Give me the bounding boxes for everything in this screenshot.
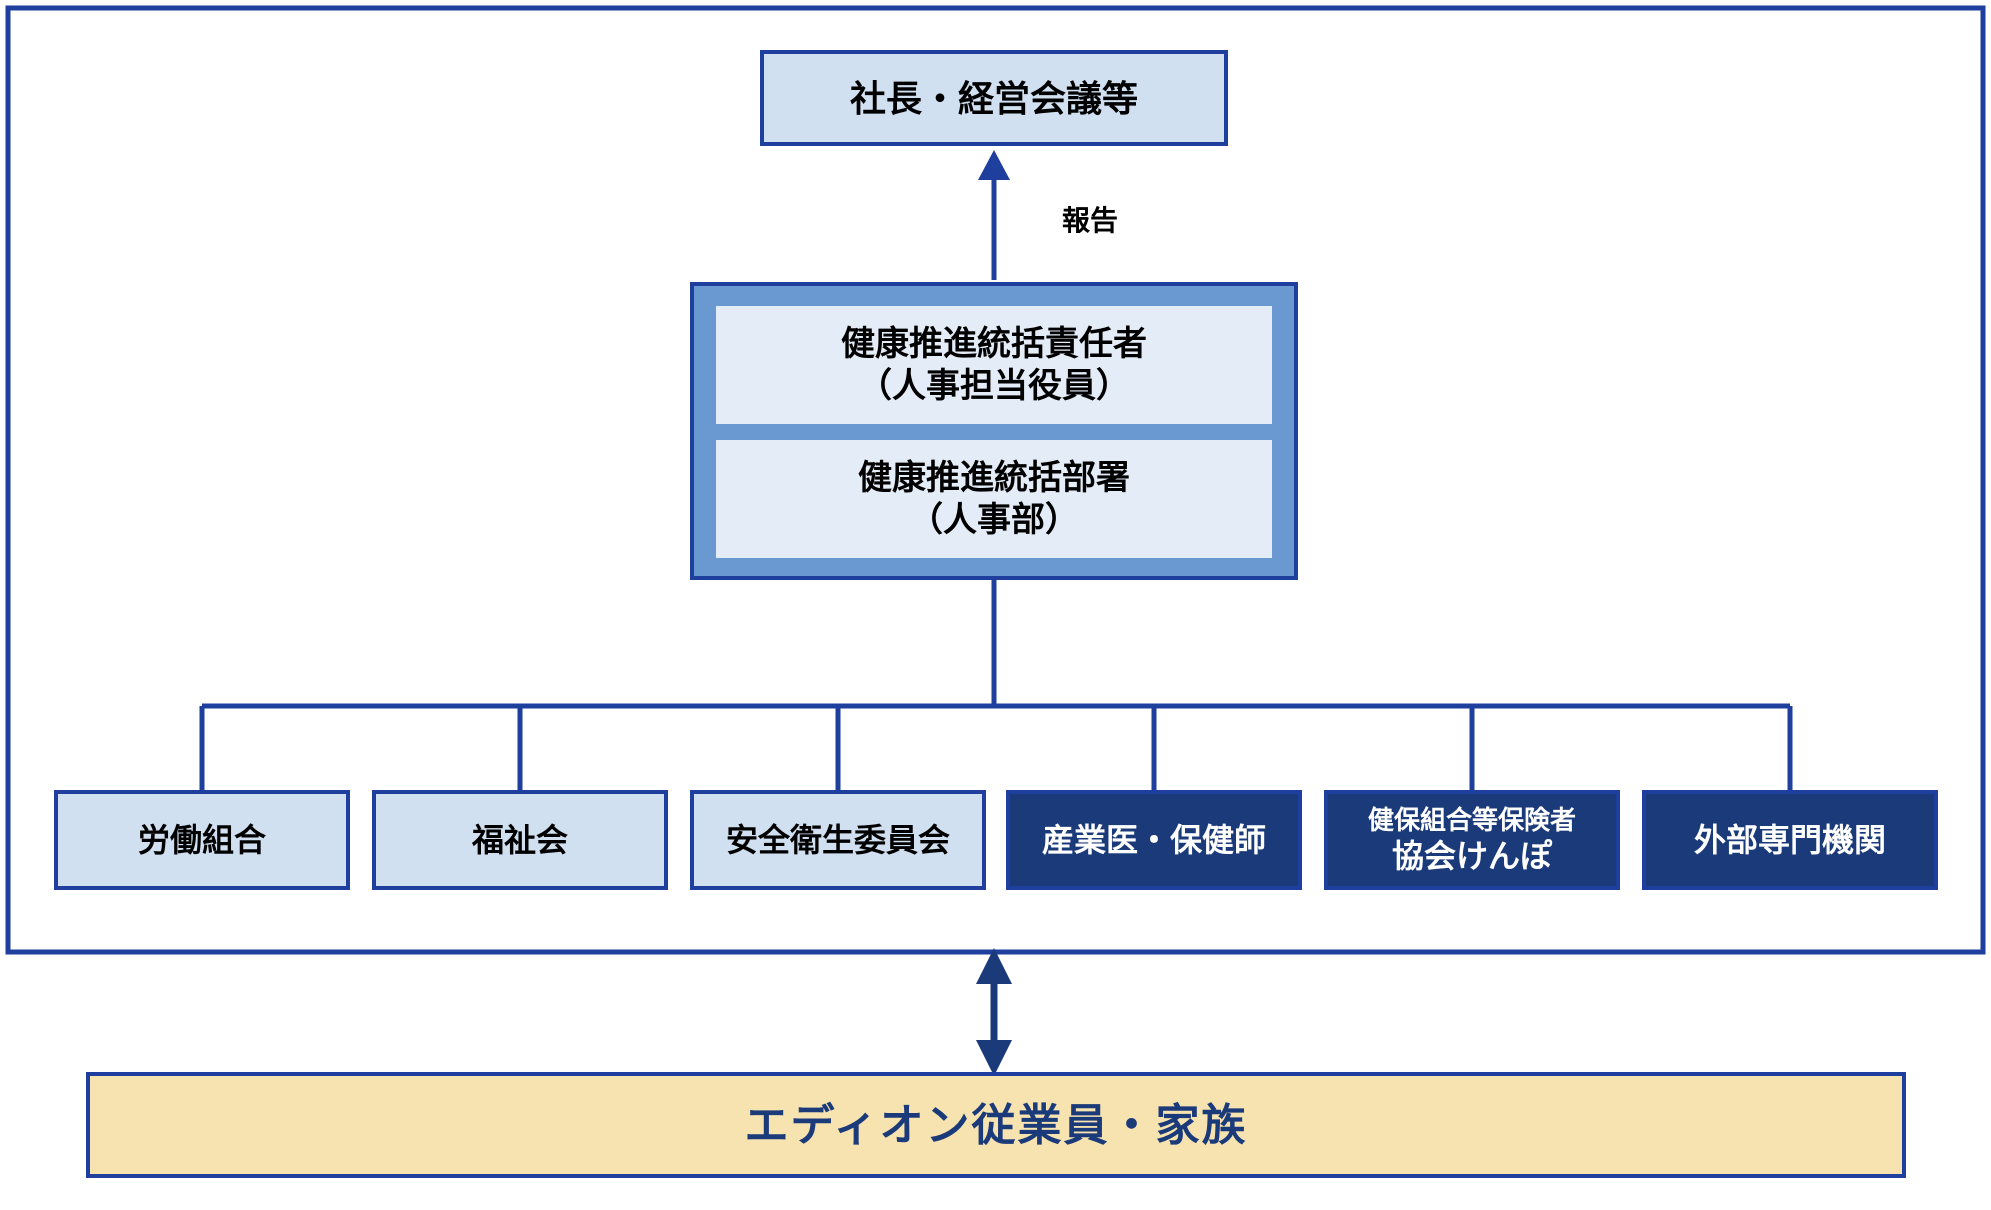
- node-employees-family: エディオン従業員・家族: [86, 1072, 1906, 1178]
- node-safety-committee: 安全衛生委員会: [690, 790, 986, 890]
- node-department-line2: （人事部）: [909, 499, 1079, 542]
- node-external-label: 外部専門機関: [1694, 820, 1886, 860]
- node-responsible-person: 健康推進統括責任者 （人事担当役員）: [716, 306, 1272, 424]
- node-external-org: 外部専門機関: [1642, 790, 1938, 890]
- node-insurance: 健保組合等保険者 協会けんぽ: [1324, 790, 1620, 890]
- arrow-label-text: 報告: [1062, 203, 1118, 238]
- node-responsible-line1: 健康推進統括責任者: [841, 323, 1147, 366]
- node-industrial-doctor: 産業医・保健師: [1006, 790, 1302, 890]
- node-top-label: 社長・経営会議等: [850, 76, 1138, 121]
- node-union-label: 労働組合: [138, 820, 266, 860]
- node-welfare-label: 福祉会: [472, 820, 568, 860]
- node-top-management: 社長・経営会議等: [760, 50, 1228, 146]
- node-department-line1: 健康推進統括部署: [858, 457, 1130, 500]
- node-footer-label: エディオン従業員・家族: [745, 1098, 1248, 1153]
- connectors-svg: [0, 0, 1991, 1210]
- org-chart-canvas: 社長・経営会議等 報告 健康推進統括責任者 （人事担当役員） 健康推進統括部署 …: [0, 0, 1991, 1210]
- node-safety-label: 安全衛生委員会: [726, 820, 950, 860]
- arrow-label-report: 報告: [1030, 200, 1150, 240]
- node-department: 健康推進統括部署 （人事部）: [716, 440, 1272, 558]
- node-insurance-line2: 協会けんぽ: [1392, 836, 1552, 876]
- node-union: 労働組合: [54, 790, 350, 890]
- node-responsible-line2: （人事担当役員）: [858, 365, 1130, 408]
- node-doctor-label: 産業医・保健師: [1042, 820, 1266, 860]
- node-welfare: 福祉会: [372, 790, 668, 890]
- node-insurance-line1: 健保組合等保険者: [1368, 804, 1576, 837]
